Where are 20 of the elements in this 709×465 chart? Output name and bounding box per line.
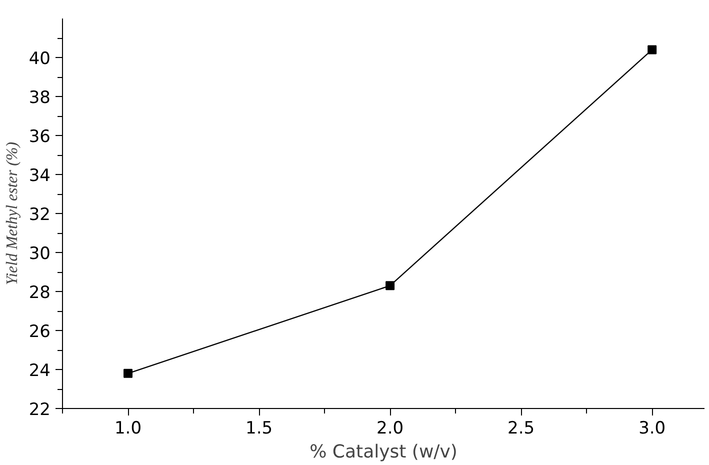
x-tick-label: 2.0 [376, 418, 404, 438]
y-tick-label: 34 [28, 166, 51, 186]
x-tick-label: 3.0 [638, 418, 666, 438]
point [124, 368, 133, 378]
x-tick-label: 1.0 [114, 418, 142, 438]
y-tick-label: 38 [28, 88, 51, 108]
y-tick-label: 24 [28, 361, 51, 381]
y-tick-label: 36 [28, 127, 51, 147]
point [386, 281, 395, 290]
x-axis-title: % Catalyst (w/v) [310, 442, 458, 462]
y-tick-label: 28 [28, 283, 51, 303]
x-tick-label: 1.5 [246, 418, 273, 438]
point [648, 45, 657, 54]
y-tick-label: 22 [28, 400, 51, 420]
y-tick-label: 32 [28, 205, 51, 225]
x-tick-label: 2.5 [508, 418, 535, 438]
y-tick-label: 26 [28, 322, 51, 342]
y-tick-label: 40 [28, 49, 51, 69]
y-axis-title: Yield Methyl ester (%) [4, 142, 21, 286]
y-tick-label: 30 [28, 244, 51, 264]
